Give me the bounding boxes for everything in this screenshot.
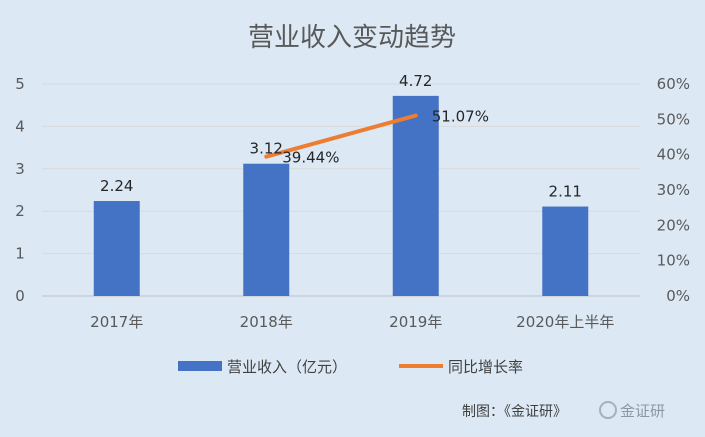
bar-data-label: 2.11 [549, 183, 582, 201]
right-tick-label: 20% [657, 216, 690, 234]
credit-text: 制图：《金证研》 [462, 404, 567, 420]
legend-swatch-revenue [178, 361, 222, 371]
right-tick-label: 60% [657, 75, 690, 93]
growth-line [264, 113, 418, 159]
gridlines [42, 83, 640, 297]
bar [243, 163, 290, 296]
right-tick-label: 40% [657, 146, 690, 164]
left-tick-label: 5 [15, 75, 25, 93]
x-tick-label: 2017年 [90, 313, 143, 331]
bar [542, 206, 589, 296]
line-data-label: 39.44% [282, 149, 339, 167]
left-tick-label: 1 [15, 245, 25, 263]
left-tick-label: 3 [15, 160, 25, 178]
bar-series [93, 95, 589, 296]
legend-label-growth: 同比增长率 [448, 358, 523, 376]
line-data-label: 51.07% [432, 108, 489, 126]
bar-data-label: 2.24 [100, 177, 133, 195]
x-tick-label: 2018年 [240, 313, 293, 331]
legend-label-revenue: 营业收入（亿元） [227, 358, 347, 376]
chart-title: 营业收入变动趋势 [248, 23, 456, 53]
bar [93, 201, 140, 296]
left-axis-ticks: 0 1 2 3 4 5 [15, 75, 25, 305]
legend: 营业收入（亿元） 同比增长率 [178, 358, 523, 376]
data-labels: 2.24 3.12 4.72 2.11 39.44% 51.07% [100, 72, 582, 201]
bar-data-label: 3.12 [250, 140, 283, 158]
left-tick-label: 4 [15, 117, 25, 135]
watermark-text: 金证研 [620, 402, 665, 420]
x-axis-ticks: 2017年 2018年 2019年 2020年上半年 [90, 313, 614, 331]
x-tick-label: 2020年上半年 [516, 313, 614, 331]
right-tick-label: 50% [657, 110, 690, 128]
right-tick-label: 0% [666, 287, 690, 305]
bar-data-label: 4.72 [399, 72, 432, 90]
left-tick-label: 2 [15, 202, 25, 220]
bar [392, 95, 439, 296]
right-axis-ticks: 0% 10% 20% 30% 40% 50% 60% [657, 75, 690, 305]
right-tick-label: 10% [657, 252, 690, 270]
watermark: 金证研 [599, 401, 665, 420]
right-tick-label: 30% [657, 181, 690, 199]
x-tick-label: 2019年 [389, 313, 442, 331]
line-series [264, 113, 418, 159]
watermark-logo-icon [599, 401, 617, 419]
left-tick-label: 0 [15, 287, 25, 305]
